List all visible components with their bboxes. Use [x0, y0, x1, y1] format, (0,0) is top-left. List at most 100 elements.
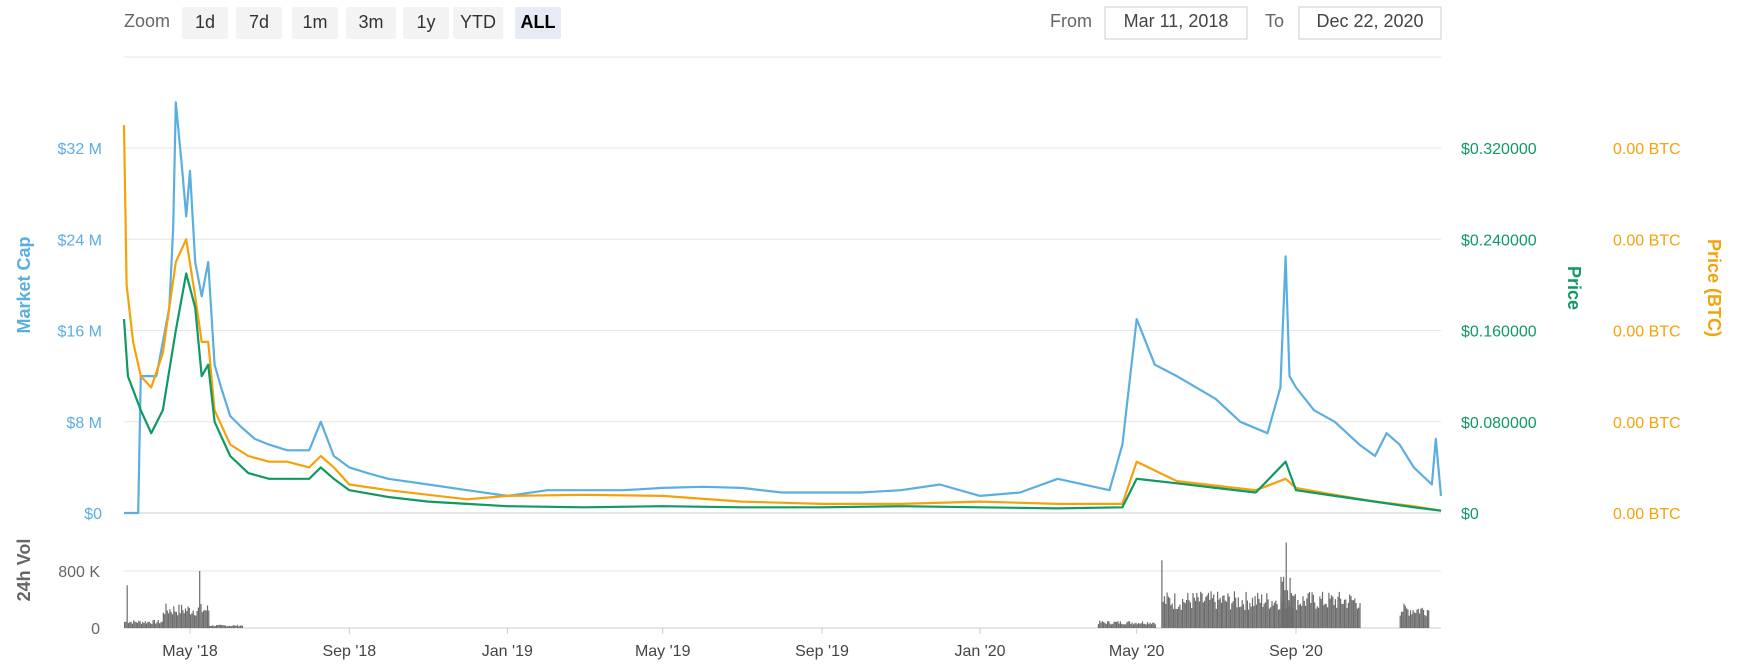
volume-bar — [161, 621, 163, 628]
volume-bar — [1270, 607, 1272, 628]
price-btc-tick-label: 0.00 BTC — [1613, 506, 1681, 523]
volume-bar — [1182, 598, 1184, 628]
volume-bar — [1184, 603, 1186, 628]
zoom-button-7d[interactable] — [236, 7, 282, 39]
volume-bar — [1123, 624, 1125, 628]
volume-bar — [1416, 609, 1418, 628]
volume-bar — [1209, 599, 1211, 628]
zoom-button-1d[interactable] — [182, 7, 228, 39]
volume-bar — [209, 626, 211, 628]
price-btc-tick-label: 0.00 BTC — [1613, 232, 1681, 249]
volume-bar — [126, 585, 128, 629]
volume-bar — [162, 612, 164, 628]
volume-bar — [133, 620, 135, 628]
x-tick-label: May '18 — [162, 643, 218, 660]
volume-bar — [1118, 623, 1120, 628]
volume-bar — [1334, 599, 1336, 628]
to-date-input[interactable] — [1298, 6, 1442, 40]
volume-bar — [1231, 603, 1233, 628]
volume-bar — [1323, 605, 1325, 628]
volume-bar — [153, 619, 155, 628]
volume-bar — [1161, 560, 1163, 628]
volume-bar — [1293, 595, 1295, 628]
volume-bar — [1248, 609, 1250, 628]
volume-bar — [238, 626, 240, 628]
volume-bar — [168, 613, 170, 628]
price-axis-ticks: $0 $0.080000 $0.160000 $0.240000 $0.320000 — [1461, 141, 1537, 523]
volume-bar — [1324, 603, 1326, 628]
volume-bar — [1329, 598, 1331, 628]
volume-bar — [149, 623, 152, 628]
volume-bar — [1340, 598, 1342, 628]
volume-bar — [1261, 594, 1263, 628]
volume-bar — [1350, 596, 1352, 628]
to-label: To — [1265, 11, 1284, 31]
price-btc-line — [122, 125, 1442, 512]
volume-bar — [1325, 604, 1327, 628]
volume-bar — [1407, 609, 1409, 628]
volume-bar — [1358, 607, 1360, 628]
volume-bar — [206, 605, 209, 628]
volume-bar — [1180, 609, 1182, 628]
volume-bar — [1104, 622, 1106, 628]
volume-bar — [214, 626, 216, 628]
volume-bar — [1336, 607, 1338, 628]
volume-bar — [1201, 593, 1203, 628]
volume-bar — [1267, 599, 1269, 628]
volume-bar — [1130, 623, 1132, 628]
price-btc-axis-ticks: 0.00 BTC 0.00 BTC 0.00 BTC 0.00 BTC 0.00 BTC — [1613, 141, 1681, 523]
zoom-button-ytd[interactable] — [453, 7, 503, 39]
volume-bar — [1273, 602, 1276, 628]
zoom-button-3m[interactable] — [346, 7, 396, 39]
volume-bar — [222, 625, 224, 628]
volume-bar — [1213, 594, 1215, 628]
volume-bar — [1301, 605, 1303, 628]
volume-bar — [1174, 593, 1176, 628]
volume-bar — [1132, 624, 1134, 628]
volume-bar — [1240, 606, 1242, 628]
zoom-button-1y[interactable] — [403, 7, 449, 39]
volume-bar — [1257, 592, 1259, 628]
zoom-button-1m[interactable] — [292, 7, 338, 39]
volume-bar — [136, 622, 139, 628]
volume-bar — [1286, 590, 1289, 628]
volume-bar — [1342, 603, 1344, 628]
volume-bar — [1099, 620, 1101, 628]
volume-bar — [1408, 615, 1410, 628]
volume-bar — [174, 611, 176, 628]
volume-bar — [1290, 593, 1292, 628]
volume-bar — [152, 620, 154, 628]
volume-bar — [1241, 600, 1243, 628]
volume-bar — [1319, 596, 1321, 628]
volume-bar — [139, 621, 141, 628]
zoom-button-all[interactable] — [515, 7, 561, 39]
volume-bar — [186, 611, 188, 628]
volume-bar — [1354, 598, 1356, 628]
volume-bar — [1422, 609, 1425, 628]
volume-bar — [1210, 591, 1212, 628]
price-axis-title: Price — [1564, 266, 1584, 310]
volume-bar — [1244, 610, 1246, 628]
volume-bar — [177, 615, 179, 628]
volume-bar — [1178, 606, 1180, 628]
volume-bar — [1320, 599, 1322, 628]
volume-bar — [135, 622, 137, 628]
volume-bar — [1153, 622, 1155, 628]
volume-bar — [1121, 623, 1123, 628]
from-date-input[interactable] — [1104, 6, 1248, 40]
volume-bar — [1355, 603, 1357, 628]
volume-bar — [208, 610, 210, 628]
volume-bar — [190, 614, 192, 628]
volume-bar — [1283, 576, 1285, 628]
volume-bar — [1185, 600, 1188, 628]
x-tick-label: May '20 — [1109, 643, 1165, 660]
volume-bar — [130, 621, 132, 628]
volume-bar — [1249, 602, 1251, 628]
volume-bar — [173, 606, 175, 628]
volume-bar — [203, 610, 205, 628]
volume-bar — [1143, 623, 1145, 628]
volume-bar — [1148, 624, 1150, 628]
volume-bar — [1135, 622, 1137, 628]
volume-bar — [183, 613, 185, 628]
volume-bar — [1217, 591, 1219, 628]
